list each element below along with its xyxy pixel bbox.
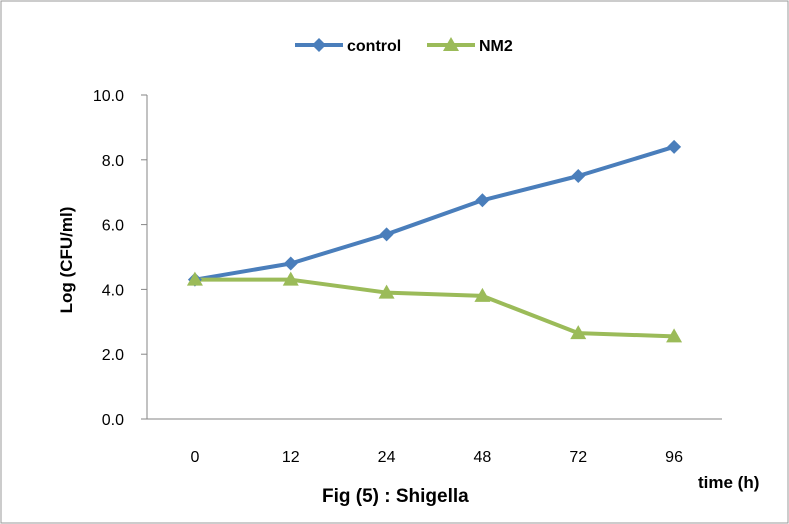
legend-label-nm2: NM2 <box>479 38 513 55</box>
x-tick-labels: 0 12 24 48 72 96 <box>190 449 683 466</box>
series-lines <box>194 144 675 339</box>
x-tick-label: 48 <box>474 449 492 466</box>
x-axis-title: time (h) <box>698 473 759 492</box>
y-axis-title: Log (CFU/ml) <box>57 207 76 314</box>
data-point-nm2 <box>570 325 587 340</box>
y-tick-label: 10.0 <box>93 88 124 105</box>
y-tick-label: 0.0 <box>102 412 124 429</box>
legend-item-nm2: NM2 <box>427 37 513 55</box>
y-tick-label: 8.0 <box>102 153 124 170</box>
series-line-control <box>194 144 675 282</box>
data-point-nm2 <box>474 287 491 302</box>
data-point-nm2 <box>378 284 395 299</box>
series-markers <box>186 139 683 343</box>
data-point-nm2 <box>186 271 203 286</box>
data-point-control <box>667 139 682 154</box>
y-tick-label: 2.0 <box>102 347 124 364</box>
data-point-nm2 <box>666 328 683 343</box>
x-tick-label: 72 <box>569 449 587 466</box>
legend: control NM2 <box>295 37 513 55</box>
data-point-control <box>283 256 298 271</box>
x-tick-label: 24 <box>378 449 396 466</box>
x-tick-label: 96 <box>665 449 683 466</box>
data-point-control <box>379 227 394 242</box>
series-line-nm2 <box>194 277 675 339</box>
legend-item-control: control <box>295 38 401 55</box>
figure-caption: Fig (5) : Shigella <box>322 486 469 507</box>
legend-marker-control <box>312 38 326 52</box>
y-tick-label: 4.0 <box>102 282 124 299</box>
data-point-control <box>475 193 490 208</box>
x-tick-label: 0 <box>190 449 199 466</box>
axes <box>141 94 722 420</box>
legend-marker-nm2 <box>443 37 459 51</box>
x-tick-label: 12 <box>282 449 300 466</box>
data-point-control <box>571 169 586 183</box>
legend-label-control: control <box>347 38 401 55</box>
y-tick-labels: 0.0 2.0 4.0 6.0 8.0 10.0 <box>93 88 124 429</box>
y-tick-label: 6.0 <box>102 218 124 235</box>
data-point-nm2 <box>282 271 299 286</box>
